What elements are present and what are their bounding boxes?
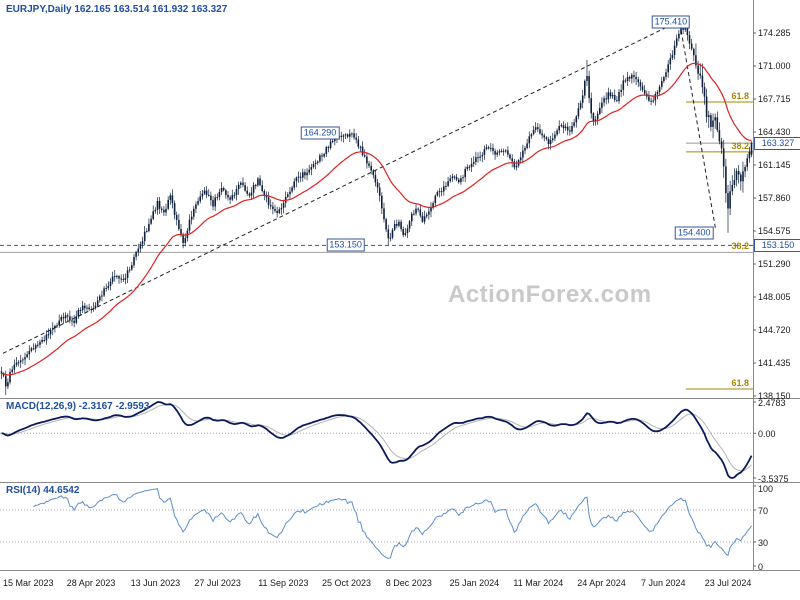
price-axis-tick: 154.575 <box>758 226 791 236</box>
price-axis-tick: 167.715 <box>758 94 791 104</box>
date-axis-label: 25 Jan 2024 <box>449 578 500 588</box>
candlestick-series <box>0 21 753 395</box>
date-axis-label: 28 Apr 2023 <box>66 578 116 588</box>
price-axis-tick: 157.860 <box>758 193 791 203</box>
fib-level-label: 38.2 <box>731 241 749 252</box>
rsi-indicator-label: RSI(14) 44.6542 <box>6 485 80 496</box>
rsi-axis-tick: 30 <box>758 538 769 548</box>
price-axis-tick: 138.150 <box>758 391 791 401</box>
price-axis-tick: 164.430 <box>758 127 791 137</box>
panel-separators <box>0 0 800 571</box>
fib-level-label: 61.8 <box>731 377 749 388</box>
rsi-axis-tick: 100 <box>758 484 774 494</box>
price-annotation-box: 175.410 <box>651 15 691 29</box>
fib-level-label: 61.8 <box>731 90 749 101</box>
price-axis-tick: 148.005 <box>758 292 791 302</box>
macd-axis-tick: -3.5375 <box>758 474 789 484</box>
price-annotation-box: 154.400 <box>674 226 714 240</box>
trendline[interactable] <box>2 23 716 354</box>
macd-indicator-label: MACD(12,26,9) -2.3167 -2.9593 <box>6 401 150 412</box>
date-axis-label: 15 Mar 2023 <box>3 578 54 588</box>
rsi-axis-tick: 0 <box>758 562 764 572</box>
date-axis-label: 25 Oct 2023 <box>322 578 372 588</box>
date-axis-label: 13 Jun 2023 <box>130 578 181 588</box>
price-axis-tick: 171.000 <box>758 61 791 71</box>
date-axis-label: 7 Jun 2024 <box>641 578 686 588</box>
symbol-ohlc-title: EURJPY,Daily 162.165 163.514 161.932 163… <box>6 4 228 15</box>
price-axis-tick: 161.145 <box>758 160 791 170</box>
rsi-axis-tick: 70 <box>758 506 769 516</box>
fib-level-label: 38.2 <box>731 140 749 151</box>
price-axis-tick: 151.290 <box>758 259 791 269</box>
price-axis-tick: 141.435 <box>758 358 791 368</box>
axis-price-box: 153.150 <box>754 238 800 252</box>
macd-axis-tick: 2.4783 <box>758 398 786 408</box>
ma-line <box>1 62 752 376</box>
date-axis-label: 11 Mar 2024 <box>513 578 564 588</box>
watermark: ActionForex.com <box>448 281 652 308</box>
level-lines <box>0 101 753 390</box>
price-axis-tick: 144.720 <box>758 325 791 335</box>
price-axis-tick: 174.285 <box>758 28 791 38</box>
date-axis-label: 24 Apr 2024 <box>577 578 626 588</box>
rsi-line <box>33 488 752 559</box>
date-axis-label: 23 Jul 2024 <box>704 578 752 588</box>
price-annotation-box: 164.290 <box>300 126 340 140</box>
macd-main-line <box>1 401 753 479</box>
macd-signal-line <box>1 404 752 472</box>
axis-price-box: 163.327 <box>754 136 800 150</box>
date-axis-label: 8 Dec 2023 <box>385 578 432 588</box>
date-axis-label: 27 Jul 2023 <box>194 578 241 588</box>
date-axis-label: 11 Sep 2023 <box>258 578 309 588</box>
macd-axis-tick: 0.00 <box>758 429 776 440</box>
price-annotation-box: 153.150 <box>326 238 365 252</box>
